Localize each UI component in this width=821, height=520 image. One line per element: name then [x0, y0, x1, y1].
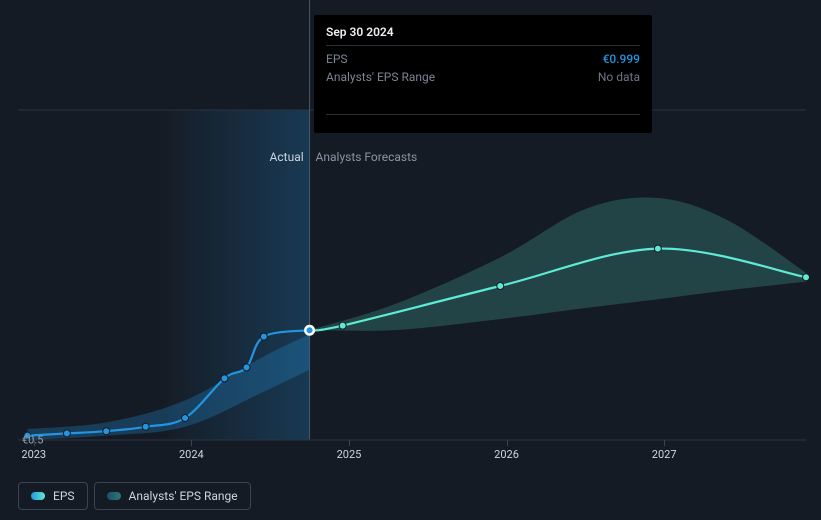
- tooltip-key: Analysts' EPS Range: [326, 70, 435, 84]
- x-axis-label: 2027: [652, 448, 677, 461]
- tooltip-divider: [326, 114, 640, 115]
- eps-actual-marker: [182, 415, 189, 422]
- eps-forecast-marker: [803, 274, 810, 281]
- eps-forecast-marker: [339, 322, 346, 329]
- eps-actual-marker: [63, 430, 70, 437]
- tooltip-row-eps: EPS €0.999: [326, 50, 640, 68]
- legend-label: Analysts' EPS Range: [129, 489, 238, 503]
- eps-forecast-marker: [497, 283, 504, 290]
- x-tick: [349, 440, 350, 446]
- tooltip-row-range: Analysts' EPS Range No data: [326, 68, 640, 86]
- legend-swatch: [107, 492, 121, 500]
- eps-actual-marker: [243, 364, 250, 371]
- tooltip: Sep 30 2024 EPS €0.999 Analysts' EPS Ran…: [314, 15, 652, 133]
- eps-actual-marker: [221, 375, 228, 382]
- x-axis-label: 2023: [21, 448, 46, 461]
- x-tick: [34, 440, 35, 446]
- x-axis-label: 2025: [337, 448, 362, 461]
- tooltip-value-nodata: No data: [598, 70, 640, 84]
- tooltip-date: Sep 30 2024: [326, 25, 640, 46]
- x-tick: [507, 440, 508, 446]
- legend-item-eps[interactable]: EPS: [18, 482, 88, 510]
- legend-swatch: [31, 492, 45, 500]
- legend: EPS Analysts' EPS Range: [18, 482, 251, 510]
- legend-label: EPS: [53, 489, 75, 503]
- highlight-marker-inner: [307, 327, 313, 333]
- eps-actual-marker: [260, 333, 267, 340]
- region-label-forecast: Analysts Forecasts: [316, 150, 418, 164]
- x-axis-label: 2026: [494, 448, 519, 461]
- legend-item-range[interactable]: Analysts' EPS Range: [94, 482, 251, 510]
- eps-forecast-marker: [654, 245, 661, 252]
- region-label-actual: Actual: [270, 150, 304, 164]
- x-tick: [664, 440, 665, 446]
- eps-actual-marker: [142, 423, 149, 430]
- tooltip-value-eps: €0.999: [603, 52, 640, 66]
- x-tick: [191, 440, 192, 446]
- eps-actual-marker: [103, 428, 110, 435]
- x-axis: 2023 2024 2025 2026 2027: [18, 440, 806, 460]
- range-area-forecast: [310, 197, 806, 330]
- x-axis-label: 2024: [179, 448, 204, 461]
- tooltip-key: EPS: [326, 52, 348, 66]
